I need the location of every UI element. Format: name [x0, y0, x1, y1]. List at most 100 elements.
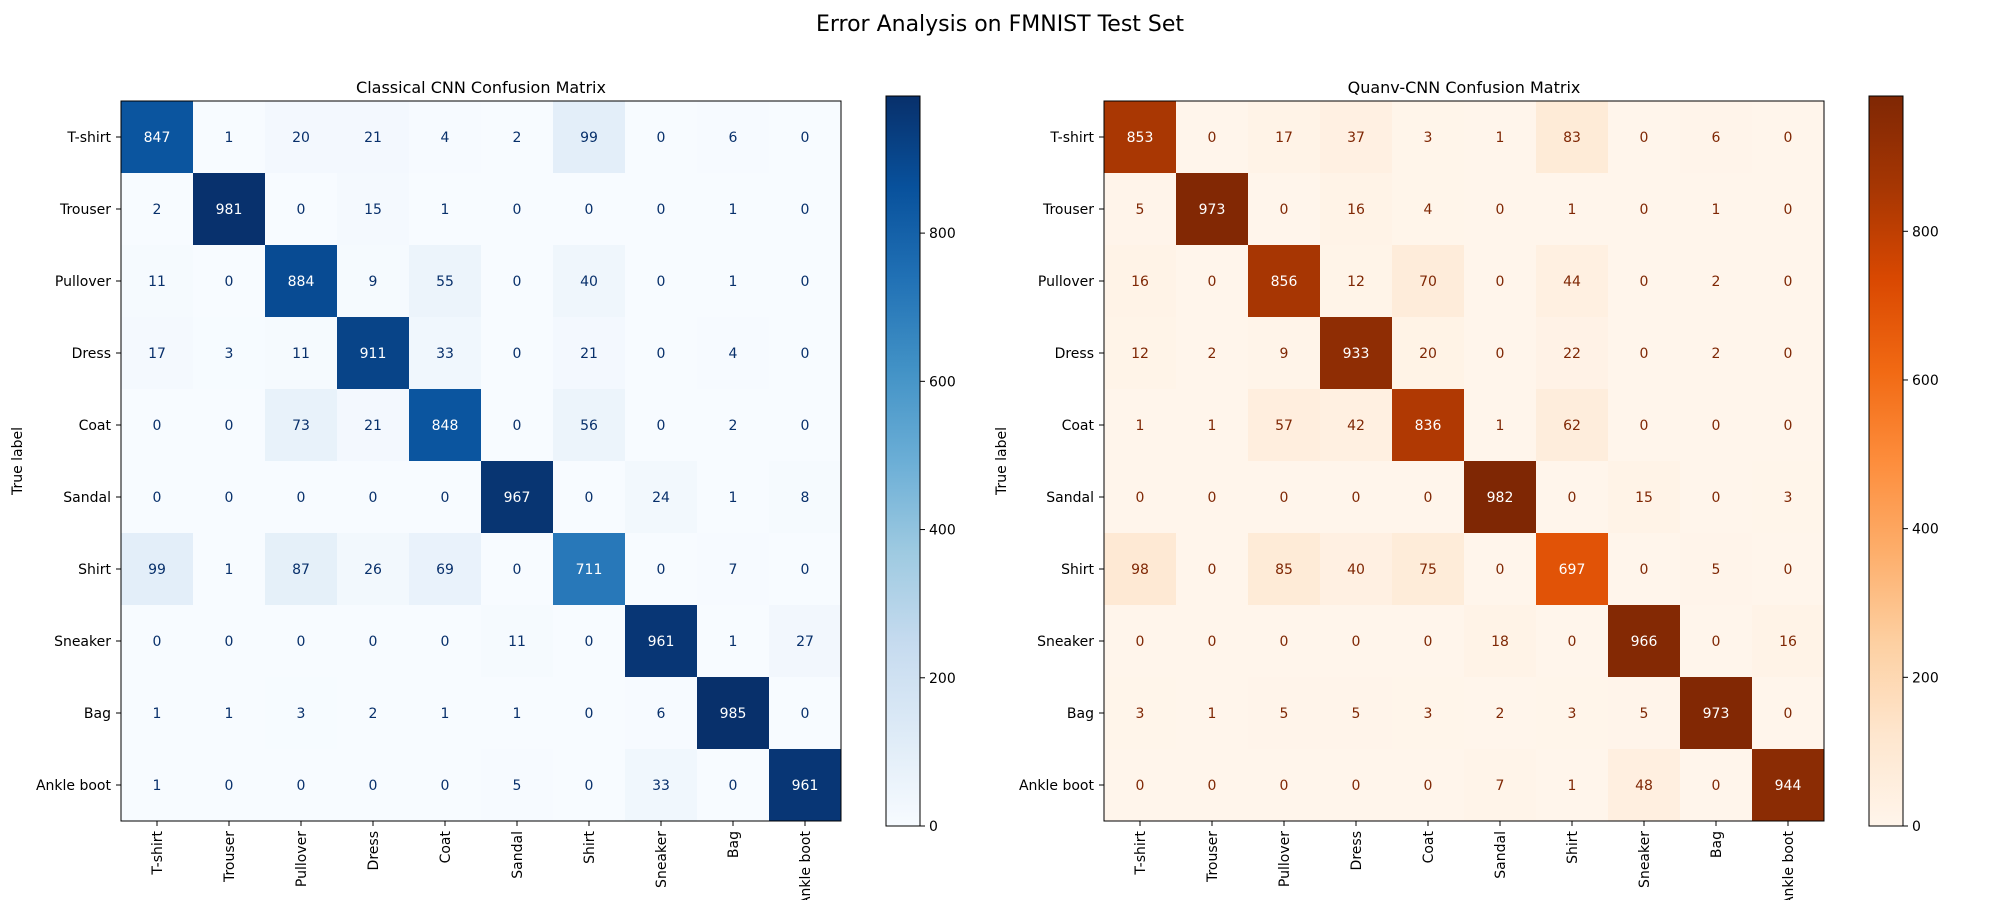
cell-value-label: 961	[648, 634, 675, 650]
cell-value-label: 4	[441, 130, 450, 146]
heatmap-cell	[625, 605, 698, 678]
chart-title: Quanv-CNN Confusion Matrix	[1348, 78, 1581, 97]
cell-value-label: 856	[1271, 274, 1298, 290]
cell-value-label: 911	[360, 346, 387, 362]
cell-value-label: 0	[1712, 418, 1721, 434]
heatmap-cell	[769, 389, 842, 462]
heatmap-cell	[1464, 173, 1537, 246]
cell-value-label: 0	[1208, 562, 1217, 578]
cell-value-label: 0	[441, 778, 450, 794]
heatmap-cell	[409, 245, 482, 318]
cell-value-label: 0	[1496, 562, 1505, 578]
cell-value-label: 24	[652, 490, 670, 506]
heatmap-cell	[553, 317, 626, 390]
heatmap-cell	[193, 605, 266, 678]
x-tick-label: Coat	[1421, 831, 1437, 864]
heatmap-cell	[409, 677, 482, 750]
cell-value-label: 6	[1712, 130, 1721, 146]
heatmap-cell	[1680, 101, 1753, 174]
cell-value-label: 1	[729, 490, 738, 506]
cell-value-label: 0	[1640, 274, 1649, 290]
cell-value-label: 9	[369, 274, 378, 290]
heatmap-cell	[1680, 317, 1753, 390]
cell-value-label: 981	[216, 202, 243, 218]
heatmap-cell	[193, 461, 266, 534]
cell-value-label: 1	[153, 706, 162, 722]
x-tick-label: Bag	[1709, 831, 1725, 858]
x-tick-label: Shirt	[1565, 831, 1581, 864]
heatmap-cell	[409, 749, 482, 822]
cell-value-label: 0	[1640, 202, 1649, 218]
heatmap-cell	[481, 533, 554, 606]
heatmap-cell	[337, 389, 410, 462]
cell-value-label: 33	[436, 346, 454, 362]
heatmap-cell	[1104, 101, 1177, 174]
cell-value-label: 6	[657, 706, 666, 722]
cell-value-label: 0	[1352, 490, 1361, 506]
heatmap-cell	[1392, 245, 1465, 318]
cell-value-label: 0	[1208, 490, 1217, 506]
cell-value-label: 0	[369, 634, 378, 650]
heatmap-cell	[1608, 245, 1681, 318]
heatmap-cell	[1680, 533, 1753, 606]
heatmap-cell	[1104, 533, 1177, 606]
x-tick-label: Trouser	[222, 831, 238, 883]
y-tick-label: Pullover	[55, 274, 111, 290]
y-tick-label: Sandal	[63, 490, 111, 506]
cell-value-label: 3	[1136, 706, 1145, 722]
colorbar-tick-label: 800	[1912, 224, 1939, 240]
colorbar-tick-label: 400	[929, 523, 956, 539]
heatmap-cell	[1248, 173, 1321, 246]
cell-value-label: 0	[1280, 490, 1289, 506]
cell-value-label: 0	[513, 202, 522, 218]
cell-value-label: 0	[1568, 490, 1577, 506]
cell-value-label: 40	[1347, 562, 1365, 578]
heatmap-cell	[265, 173, 338, 246]
cell-value-label: 0	[297, 490, 306, 506]
heatmap-cell	[1104, 245, 1177, 318]
cell-value-label: 0	[1640, 346, 1649, 362]
heatmap-cell	[1320, 749, 1393, 822]
heatmap-cell	[1176, 101, 1249, 174]
heatmap-cell	[1608, 389, 1681, 462]
cell-value-label: 0	[1424, 634, 1433, 650]
heatmap-cell	[121, 173, 194, 246]
cell-value-label: 5	[1280, 706, 1289, 722]
heatmap-cell	[121, 677, 194, 750]
cell-value-label: 2	[1712, 346, 1721, 362]
cell-value-label: 0	[1784, 562, 1793, 578]
heatmap-cell	[697, 461, 770, 534]
heatmap-cell	[1464, 245, 1537, 318]
cell-value-label: 1	[225, 706, 234, 722]
cell-value-label: 3	[297, 706, 306, 722]
cell-value-label: 3	[1784, 490, 1793, 506]
cell-value-label: 0	[801, 706, 810, 722]
cell-value-label: 7	[1496, 778, 1505, 794]
heatmap-cell	[697, 101, 770, 174]
y-tick-label: Shirt	[78, 562, 111, 578]
heatmap-cell	[625, 461, 698, 534]
heatmap-cell	[265, 389, 338, 462]
cell-value-label: 0	[1136, 634, 1145, 650]
heatmap-cell	[769, 173, 842, 246]
heatmap-cell	[1248, 389, 1321, 462]
cell-value-label: 1	[441, 706, 450, 722]
cell-value-label: 0	[801, 130, 810, 146]
cell-value-label: 0	[1496, 274, 1505, 290]
heatmap-cell	[1536, 245, 1609, 318]
heatmap-cell	[337, 605, 410, 678]
cell-value-label: 1	[1496, 418, 1505, 434]
cell-value-label: 5	[1640, 706, 1649, 722]
cell-value-label: 5	[1136, 202, 1145, 218]
cell-value-label: 87	[292, 562, 310, 578]
cell-value-label: 1	[1136, 418, 1145, 434]
cell-value-label: 11	[148, 274, 166, 290]
heatmap-cell	[553, 461, 626, 534]
heatmap-cell	[1464, 749, 1537, 822]
cell-value-label: 0	[297, 634, 306, 650]
cell-value-label: 4	[729, 346, 738, 362]
cell-value-label: 0	[1568, 634, 1577, 650]
heatmap-cell	[121, 245, 194, 318]
cell-value-label: 11	[508, 634, 526, 650]
heatmap-cell	[553, 101, 626, 174]
